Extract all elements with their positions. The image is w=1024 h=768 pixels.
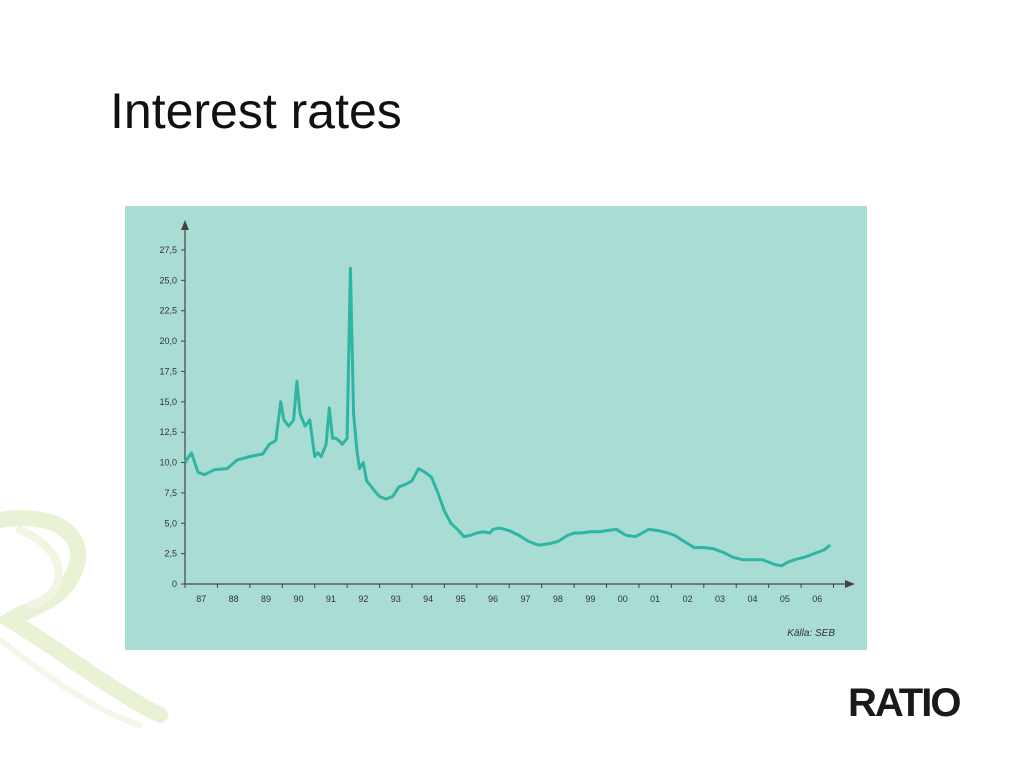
x-tick-label: 06 [812, 594, 822, 604]
x-tick-label: 95 [456, 594, 466, 604]
x-tick-label: 91 [326, 594, 336, 604]
x-tick-label: 93 [391, 594, 401, 604]
y-tick-label: 15,0 [159, 397, 177, 407]
y-tick-label: 2,5 [164, 549, 177, 559]
y-tick-label: 25,0 [159, 275, 177, 285]
x-axis-arrow [845, 580, 855, 588]
x-tick-label: 04 [747, 594, 757, 604]
y-tick-label: 0 [172, 579, 177, 589]
y-axis-arrow [181, 220, 189, 230]
x-axis: 87 88 89 90 91 92 93 94 95 96 97 98 99 00 01 02 03 04 05 06 [184, 580, 855, 604]
x-tick-label: 01 [650, 594, 660, 604]
y-tick-label: 17,5 [159, 366, 177, 376]
y-tick-label: 10,0 [159, 458, 177, 468]
y-tick-label: 5,0 [164, 518, 177, 528]
x-tick-label: 99 [585, 594, 595, 604]
y-axis: 0 2,5 5,0 7,5 10,0 12,5 15,0 17,5 20,0 22,5 25,0 27… [159, 220, 189, 589]
interest-rate-chart: 0 2,5 5,0 7,5 10,0 12,5 15,0 17,5 20,0 22,5 25,0 27… [125, 206, 867, 650]
interest-rate-line [183, 266, 832, 568]
x-tick-label: 96 [488, 594, 498, 604]
x-tick-label: 97 [520, 594, 530, 604]
x-tick-label: 03 [715, 594, 725, 604]
source-label: Källa: SEB [787, 628, 835, 639]
chart-svg: 0 2,5 5,0 7,5 10,0 12,5 15,0 17,5 20,0 22,5 25,0 27… [159, 220, 855, 639]
x-tick-label: 89 [261, 594, 271, 604]
x-tick-label: 90 [293, 594, 303, 604]
y-tick-label: 27,5 [159, 245, 177, 255]
x-tick-label: 94 [423, 594, 433, 604]
x-tick-label: 00 [618, 594, 628, 604]
y-tick-label: 7,5 [164, 488, 177, 498]
x-tick-label: 88 [229, 594, 239, 604]
x-tick-label: 98 [553, 594, 563, 604]
y-tick-label: 12,5 [159, 427, 177, 437]
x-tick-label: 92 [358, 594, 368, 604]
slide-title: Interest rates [110, 83, 402, 139]
x-tick-label: 02 [683, 594, 693, 604]
swirl-r-icon [0, 510, 168, 728]
y-tick-label: 22,5 [159, 306, 177, 316]
ratio-logo: RATIO [848, 681, 961, 725]
x-tick-label: 05 [780, 594, 790, 604]
y-tick-label: 20,0 [159, 336, 177, 346]
x-tick-label: 87 [196, 594, 206, 604]
